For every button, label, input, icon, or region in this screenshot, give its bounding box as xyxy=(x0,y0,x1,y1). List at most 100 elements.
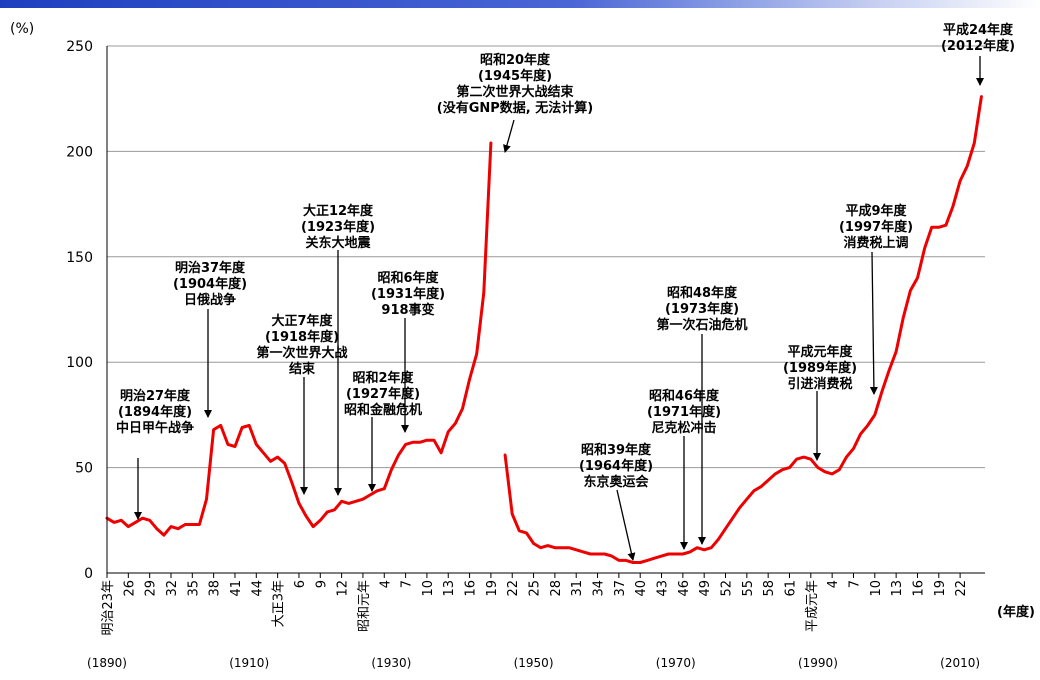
x-tick-label: 13 xyxy=(890,580,905,597)
x-tick-label: 44 xyxy=(250,580,265,597)
x-tick-label: 31 xyxy=(570,580,585,597)
x-tick-label: 22 xyxy=(954,580,969,597)
annotation-text: 918事变 xyxy=(381,302,434,318)
annotation-arrow xyxy=(869,251,878,395)
annotation-text: 日俄战争 xyxy=(184,292,236,308)
x-tick-label: 41 xyxy=(229,580,244,597)
x-tick-label: 25 xyxy=(528,580,543,597)
x-tick-label: 29 xyxy=(144,580,159,597)
annotation-text: 第二次世界大战结束 xyxy=(456,84,574,100)
x-tick-label: 52 xyxy=(720,580,735,597)
annotation-text: (1927年度) xyxy=(346,386,420,402)
x-unit-label: (年度) xyxy=(997,604,1035,620)
y-tick-label: 150 xyxy=(66,250,93,266)
annotation-text: (1971年度) xyxy=(647,404,721,420)
x-tick-label: 7 xyxy=(847,580,862,588)
grid-layer xyxy=(107,45,985,469)
x-tick-label: 46 xyxy=(677,580,692,597)
annotation-text: 平成24年度 xyxy=(943,22,1014,38)
annotation-text: 结束 xyxy=(289,361,316,377)
annotation-text: (1945年度) xyxy=(478,68,552,84)
annotation-layer: 明治27年度(1894年度)中日甲午战争明治37年度(1904年度)日俄战争大正… xyxy=(116,22,1015,561)
y-tick-label: 100 xyxy=(66,355,93,371)
annotation-text: (1904年度) xyxy=(173,276,247,292)
annotation-text: 大正12年度 xyxy=(303,203,374,219)
x-tick-label: 35 xyxy=(186,580,201,597)
era-year-label: (1910) xyxy=(229,656,269,670)
annotation-text: 平成元年度 xyxy=(787,344,853,360)
y-tick-label: 0 xyxy=(84,566,93,582)
annotation-text: 关东大地震 xyxy=(305,235,371,251)
annotation-text: 第一次石油危机 xyxy=(656,317,747,333)
annotation-text: 引进消费税 xyxy=(787,376,852,392)
x-tick-label: 34 xyxy=(592,580,607,597)
annotation-text: 昭和39年度 xyxy=(581,442,652,458)
annotation-text: 第一次世界大战 xyxy=(256,345,347,361)
annotation-text: (1973年度) xyxy=(665,301,739,317)
x-tick-label: 26 xyxy=(122,580,137,597)
x-tick-label: 明治23年 xyxy=(101,580,116,636)
era-year-label: (1950) xyxy=(514,656,554,670)
series-line xyxy=(105,141,493,537)
annotation-text: 大正7年度 xyxy=(271,313,333,329)
x-tick-label: 38 xyxy=(208,580,223,597)
annotation-text: 中日甲午战争 xyxy=(116,420,194,436)
x-tick-label: 55 xyxy=(741,580,756,597)
y-unit-label: (%) xyxy=(10,21,34,37)
y-tick-label: 250 xyxy=(66,39,93,55)
era-year-label: (1890) xyxy=(87,656,127,670)
x-tick-label: 平成元年 xyxy=(805,580,820,632)
x-tick-label: 40 xyxy=(634,580,649,597)
annotation-text: 昭和20年度 xyxy=(480,52,551,68)
era-year-label: (2010) xyxy=(940,656,980,670)
x-tick-label: 19 xyxy=(933,580,948,597)
y-tick-label: 200 xyxy=(66,144,93,160)
annotation-arrow xyxy=(503,119,515,153)
axis-layer: (%) (年度) 0 50 100 150 200 250 明治23年 26 29 32 35 38 4… xyxy=(10,21,1035,670)
annotation-text: 明治27年度 xyxy=(120,388,191,404)
era-year-label: (1990) xyxy=(798,656,838,670)
annotation-text: (1918年度) xyxy=(265,329,339,345)
annotation-text: 昭和48年度 xyxy=(667,285,738,301)
annotation-text: (1989年度) xyxy=(783,360,857,376)
x-tick-label: 7 xyxy=(400,580,415,588)
annotation-text: 昭和6年度 xyxy=(377,270,439,286)
x-tick-label: 昭和元年 xyxy=(357,580,372,632)
era-year-label: (1970) xyxy=(656,656,696,670)
annotation-text: 平成9年度 xyxy=(845,203,907,219)
x-tick-label: 16 xyxy=(464,580,479,597)
x-tick-label: 12 xyxy=(336,580,351,597)
annotation-text: 尼克松冲击 xyxy=(651,420,716,436)
annotation-text: (1894年度) xyxy=(118,404,192,420)
annotation-text: 昭和2年度 xyxy=(352,370,414,386)
x-tick-label: 9 xyxy=(314,580,329,588)
x-tick-label: 49 xyxy=(698,580,713,597)
series-line xyxy=(503,95,983,564)
x-tick-label: 大正3年 xyxy=(272,580,287,627)
x-tick-label: 19 xyxy=(485,580,500,597)
era-year-label: (1930) xyxy=(371,656,411,670)
x-tick-label: 22 xyxy=(506,580,521,597)
series-layer xyxy=(105,95,983,564)
annotation-text: 昭和金融危机 xyxy=(344,402,422,418)
annotation-text: 消费税上调 xyxy=(843,235,908,251)
annotation-text: 昭和46年度 xyxy=(649,388,720,404)
x-tick-label: 37 xyxy=(613,580,628,597)
x-tick-label: 16 xyxy=(911,580,926,597)
annotation-text: (1923年度) xyxy=(301,219,375,235)
annotation-text: (没有GNP数据, 无法计算) xyxy=(437,100,593,116)
y-tick-label: 50 xyxy=(75,461,93,477)
header-gradient-bar xyxy=(0,0,1040,8)
x-tick-label: 28 xyxy=(549,580,564,597)
annotation-arrow xyxy=(616,489,636,561)
annotation-text: 明治37年度 xyxy=(175,260,246,276)
annotation-text: (2012年度) xyxy=(941,38,1015,54)
x-tick-label: 6 xyxy=(293,580,308,588)
x-tick-label: 32 xyxy=(165,580,180,597)
annotation-text: (1931年度) xyxy=(371,286,445,302)
x-tick-label: 58 xyxy=(762,580,777,597)
x-tick-label: 43 xyxy=(656,580,671,597)
x-tick-label: 61 xyxy=(783,580,798,597)
